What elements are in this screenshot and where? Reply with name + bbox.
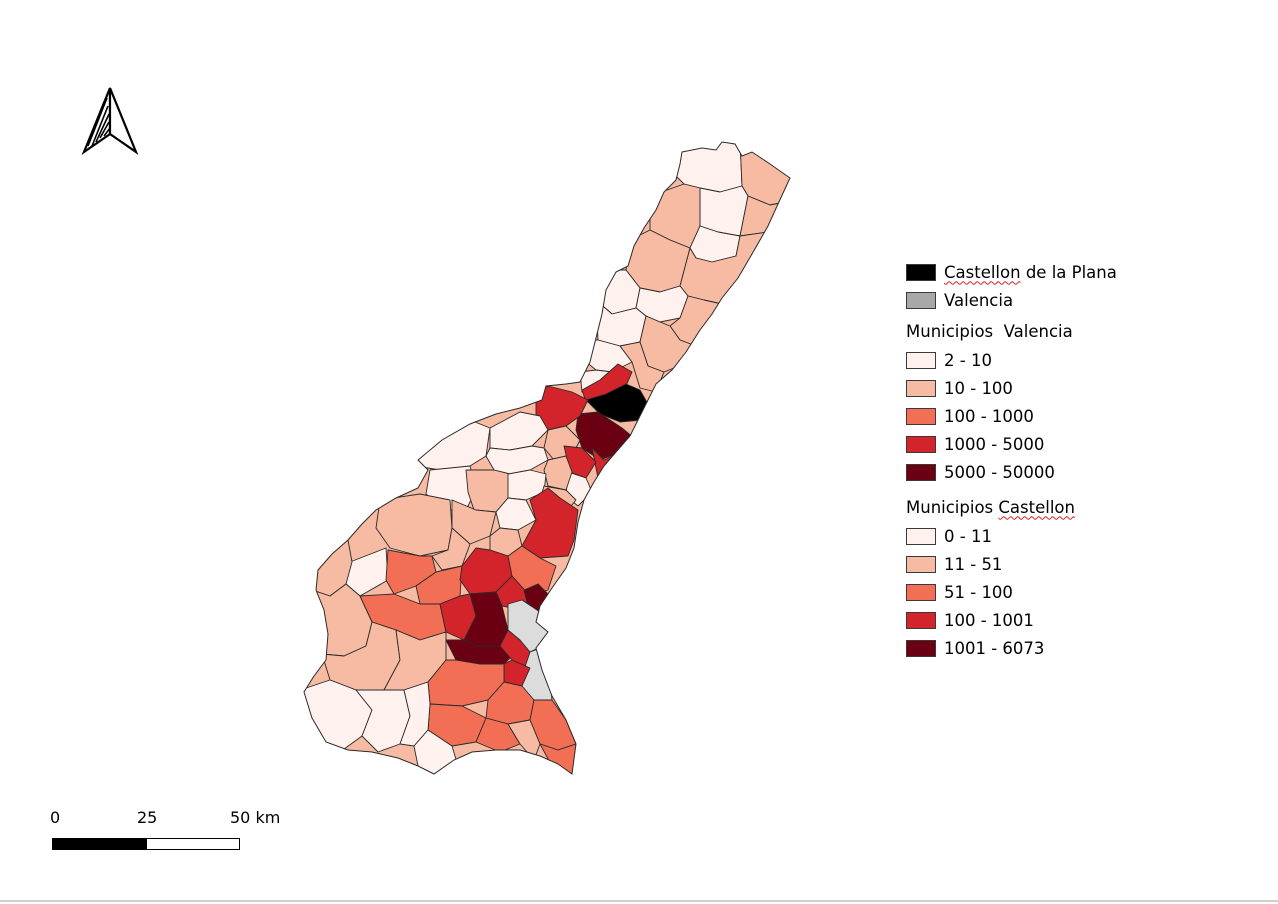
scale-label-50: 50 km (230, 808, 281, 827)
legend-valencia-class-2: 10 - 100 (906, 374, 1246, 402)
bottom-divider (0, 900, 1278, 902)
legend-valencia-class-1: 2 - 10 (906, 346, 1246, 374)
legend-castellon-class-1: 0 - 11 (906, 522, 1246, 550)
legend-swatch (906, 527, 936, 545)
spellcheck-word: Castellon (944, 262, 1021, 282)
legend-swatch (906, 435, 936, 453)
legend-swatch (906, 351, 936, 369)
scale-bar: 0 25 50 km (50, 806, 292, 856)
municipality[interactable] (521, 487, 579, 559)
legend-heading-valencia: Municipios Valencia (906, 314, 1246, 346)
legend-label: Valencia (944, 290, 1014, 310)
legend-class-label: 1001 - 6073 (944, 638, 1045, 658)
municipality[interactable] (543, 455, 573, 491)
legend-class-label: 0 - 11 (944, 526, 992, 546)
municipality[interactable] (739, 140, 800, 206)
legend-castellon-class-4: 100 - 1001 (906, 606, 1246, 634)
legend-swatch (906, 555, 936, 573)
legend-heading-word: Castellon (998, 497, 1075, 517)
legend-swatch (906, 263, 936, 281)
legend-class-label: 1000 - 5000 (944, 434, 1045, 454)
legend-castellon-class-5: 1001 - 6073 (906, 634, 1246, 662)
legend-class-label: 10 - 100 (944, 378, 1013, 398)
legend-item-valencia-city: Valencia (906, 286, 1246, 314)
legend-swatch (906, 379, 936, 397)
legend-swatch (906, 463, 936, 481)
legend-valencia-class-4: 1000 - 5000 (906, 430, 1246, 458)
map-legend: Castellon de la Plana Valencia Municipio… (906, 258, 1246, 662)
legend-class-label: 11 - 51 (944, 554, 1003, 574)
legend-swatch (906, 583, 936, 601)
legend-swatch (906, 407, 936, 425)
legend-swatch (906, 611, 936, 629)
legend-castellon-class-3: 51 - 100 (906, 578, 1246, 606)
scale-segment-white (146, 838, 240, 850)
legend-group-castellon: 0 - 11 11 - 51 51 - 100 100 - 1001 1001 - 60… (906, 522, 1246, 662)
scale-segment-black (52, 838, 147, 850)
legend-group-valencia: 2 - 10 10 - 100 100 - 1000 1000 - 5000 5000 … (906, 346, 1246, 486)
legend-heading-text: Municipios Valencia (906, 321, 1073, 341)
scale-label-25: 25 (137, 808, 158, 827)
legend-heading-prefix: Municipios (906, 497, 999, 517)
legend-item-castellon-city: Castellon de la Plana (906, 258, 1246, 286)
legend-class-label: 51 - 100 (944, 582, 1013, 602)
scale-label-0: 0 (50, 808, 61, 827)
legend-class-label: 100 - 1000 (944, 406, 1034, 426)
municipality[interactable] (507, 719, 541, 761)
legend-class-label: 2 - 10 (944, 350, 992, 370)
legend-swatch (906, 291, 936, 309)
legend-castellon-class-2: 11 - 51 (906, 550, 1246, 578)
legend-label: Castellon de la Plana (944, 262, 1117, 282)
legend-class-label: 100 - 1001 (944, 610, 1034, 630)
north-arrow-icon (81, 87, 139, 156)
legend-valencia-class-3: 100 - 1000 (906, 402, 1246, 430)
legend-swatch (906, 639, 936, 657)
legend-class-label: 5000 - 50000 (944, 462, 1055, 482)
legend-heading-castellon: Municipios Castellon (906, 490, 1246, 522)
legend-valencia-class-5: 5000 - 50000 (906, 458, 1246, 486)
municipality[interactable] (431, 527, 471, 571)
